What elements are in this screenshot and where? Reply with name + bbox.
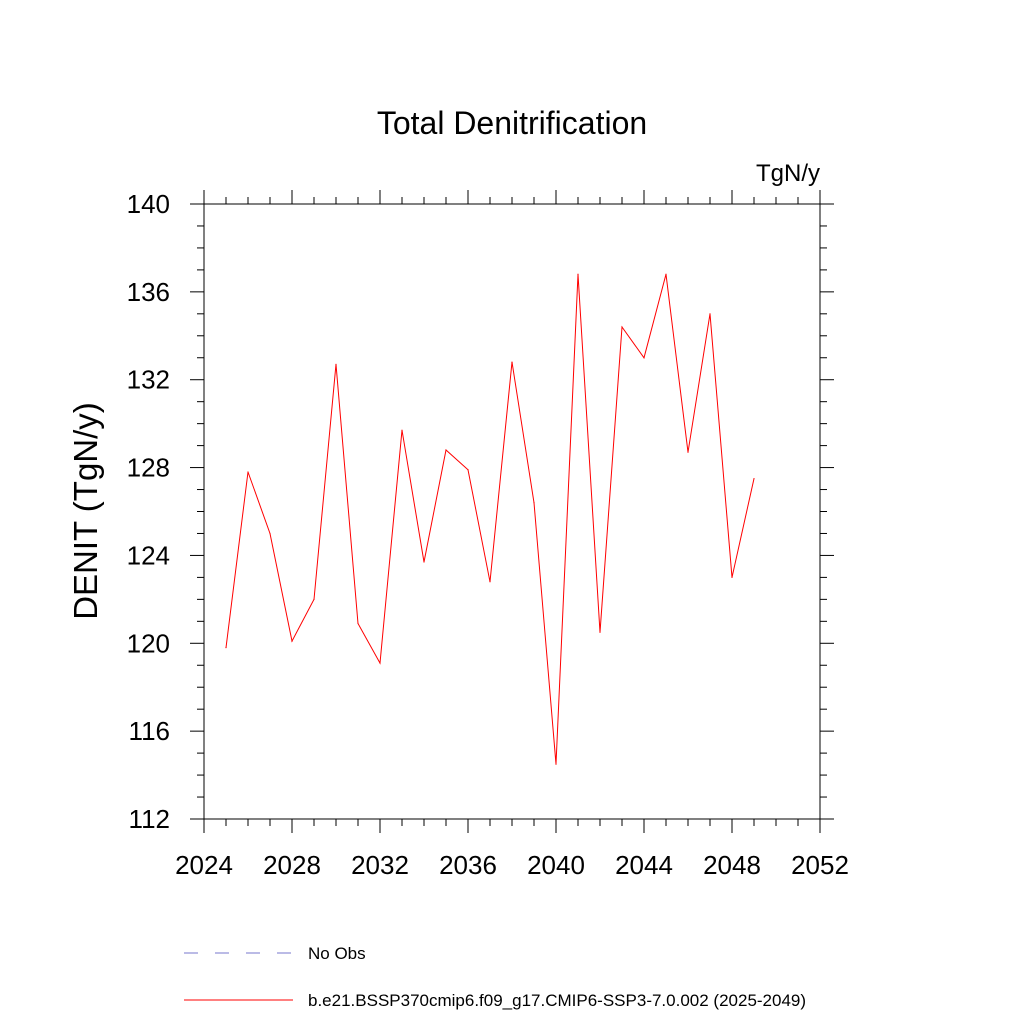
y-tick-label: 140 <box>127 189 170 219</box>
y-tick-label: 132 <box>127 365 170 395</box>
data-point <box>313 598 315 600</box>
x-tick-label: 2044 <box>615 850 673 880</box>
data-point <box>291 640 293 642</box>
data-point <box>269 532 271 535</box>
axis-tick-labels: 2024 2028 2032 2036 2040 2044 2048 2052 112 116 12… <box>127 189 849 880</box>
data-point <box>423 561 425 563</box>
data-point <box>555 763 557 765</box>
y-axis-label: DENIT (TgN/y) <box>67 402 104 620</box>
series-layer <box>225 273 755 765</box>
data-point <box>511 361 513 363</box>
data-point <box>753 477 755 480</box>
x-tick-label: 2036 <box>439 850 497 880</box>
data-point <box>731 576 733 578</box>
legend-label-no-obs: No Obs <box>308 944 366 963</box>
data-point <box>665 273 667 275</box>
chart-title: Total Denitrification <box>377 105 647 141</box>
data-point <box>643 357 645 359</box>
data-point <box>687 451 689 453</box>
data-point <box>247 471 249 473</box>
x-tick-label: 2052 <box>791 850 849 880</box>
data-point <box>357 622 359 625</box>
data-point <box>533 502 535 504</box>
data-point <box>467 469 469 471</box>
x-tick-label: 2048 <box>703 850 761 880</box>
legend-label-series: b.e21.BSSP370cmip6.f09_g17.CMIP6-SSP3-7.… <box>308 991 806 1010</box>
x-tick-label: 2032 <box>351 850 409 880</box>
plot-frame <box>203 203 821 820</box>
x-tick-label: 2028 <box>263 850 321 880</box>
data-point <box>225 647 227 649</box>
y-tick-label: 128 <box>127 453 170 483</box>
y-tick-label: 116 <box>129 716 170 746</box>
data-point <box>379 662 381 664</box>
data-point <box>577 273 579 275</box>
data-point <box>489 581 491 583</box>
data-point <box>621 326 623 328</box>
y-tick-label: 124 <box>127 540 170 570</box>
y-tick-label: 136 <box>127 277 170 307</box>
data-point <box>401 429 403 431</box>
data-point <box>599 631 601 633</box>
data-point <box>335 363 337 365</box>
axis-ticks <box>190 190 834 833</box>
series-line <box>225 274 755 765</box>
data-point <box>709 313 711 315</box>
x-tick-label: 2040 <box>527 850 585 880</box>
data-point <box>445 449 447 451</box>
y-tick-label: 112 <box>129 804 170 834</box>
y-tick-label: 120 <box>127 628 170 658</box>
units-label: TgN/y <box>756 160 820 187</box>
x-tick-label: 2024 <box>175 850 233 880</box>
legend: No Obs b.e21.BSSP370cmip6.f09_g17.CMIP6-… <box>184 944 806 1010</box>
